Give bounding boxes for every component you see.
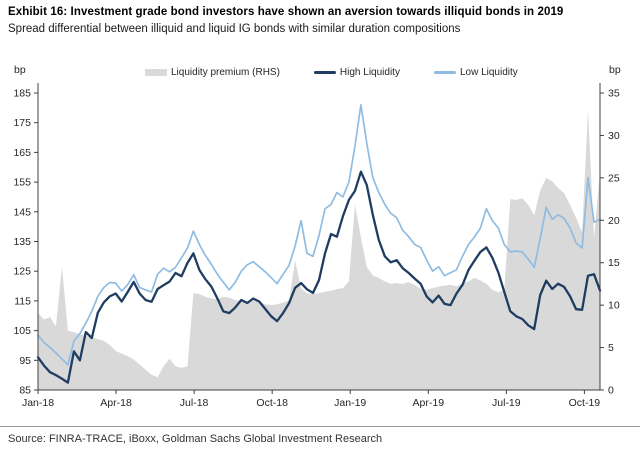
x-axis-tick-label: Apr-18 <box>100 397 132 409</box>
right-axis-tick-label: 20 <box>608 215 620 227</box>
legend-item-high-liquidity: High Liquidity <box>313 67 400 78</box>
chart-legend: Liquidity premium (RHS) High Liquidity Low… <box>145 67 518 78</box>
left-axis-tick-label: 115 <box>14 295 31 307</box>
chart-canvas: 1851751651551451351251151059585353025201… <box>13 83 620 409</box>
left-axis-tick-label: 165 <box>13 147 31 159</box>
left-axis-tick-label: 125 <box>13 266 31 278</box>
left-axis-tick-label: 85 <box>19 385 31 397</box>
legend-item-liquidity-premium-rhs-: Liquidity premium (RHS) <box>145 67 280 78</box>
high-liquidity-line <box>36 170 602 384</box>
left-axis-tick-label: 155 <box>13 177 31 189</box>
source-note: Source: FINRA-TRACE, iBoxx, Goldman Sach… <box>8 433 383 445</box>
legend-label: Low Liquidity <box>459 67 518 78</box>
source-divider <box>0 426 640 427</box>
liquidity-premium-area <box>38 110 600 390</box>
legend-label: High Liquidity <box>339 67 400 78</box>
x-axis-tick-label: Jul-18 <box>180 397 209 409</box>
left-axis-tick-label: 95 <box>19 355 31 367</box>
left-axis-tick-label: 135 <box>13 236 31 248</box>
low-liquidity-line <box>37 104 601 366</box>
right-axis-tick-label: 35 <box>608 88 620 100</box>
area-swatch-icon <box>145 69 167 76</box>
x-axis-tick-label: Jan-18 <box>22 397 54 409</box>
left-axis-tick-label: 145 <box>13 206 31 218</box>
x-axis-tick-label: Apr-19 <box>413 397 445 409</box>
left-axis-tick-label: 185 <box>13 88 31 100</box>
line-swatch-icon <box>313 71 336 74</box>
left-axis-tick-label: 105 <box>13 325 31 337</box>
right-axis-tick-label: 10 <box>608 300 620 312</box>
right-axis-tick-label: 15 <box>608 257 620 269</box>
x-axis-tick-label: Oct-18 <box>256 397 288 409</box>
right-axis-tick-label: 5 <box>608 342 614 354</box>
left-axis-unit-label: bp <box>14 64 26 76</box>
right-axis-tick-label: 0 <box>608 385 614 397</box>
left-axis-tick-label: 175 <box>13 117 31 129</box>
exhibit-title: Exhibit 16: Investment grade bond invest… <box>8 6 564 18</box>
line-swatch-icon <box>433 71 456 74</box>
x-axis-tick-label: Oct-19 <box>569 397 601 409</box>
right-axis-tick-label: 25 <box>608 172 620 184</box>
right-axis-tick-label: 30 <box>608 130 620 142</box>
x-axis-tick-label: Jan-19 <box>334 397 366 409</box>
exhibit-subtitle: Spread differential between illiquid and… <box>8 23 461 35</box>
legend-label: Liquidity premium (RHS) <box>171 67 280 78</box>
right-axis-unit-label: bp <box>609 64 621 76</box>
legend-item-low-liquidity: Low Liquidity <box>433 67 518 78</box>
x-axis-tick-label: Jul-19 <box>492 397 521 409</box>
